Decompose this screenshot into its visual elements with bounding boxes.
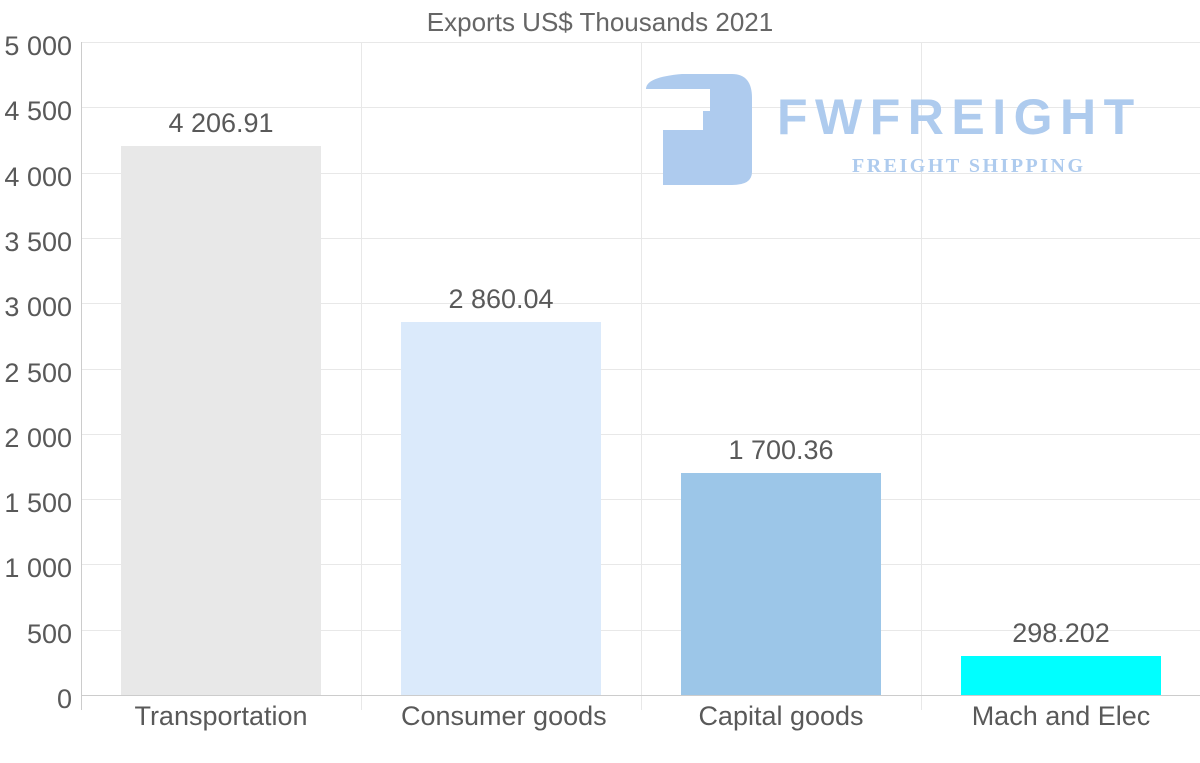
svg-text:FWFREIGHT: FWFREIGHT bbox=[777, 89, 1142, 145]
svg-text:FREIGHT SHIPPING: FREIGHT SHIPPING bbox=[852, 155, 1086, 177]
